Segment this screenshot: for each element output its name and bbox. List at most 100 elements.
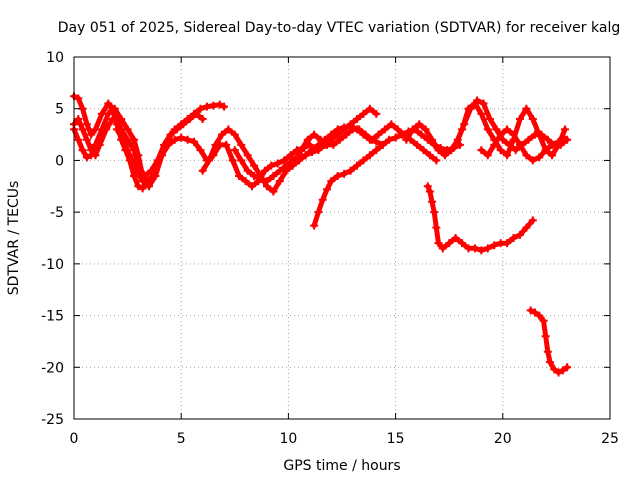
data-point-marker bbox=[470, 99, 479, 108]
data-point-marker bbox=[145, 182, 154, 191]
data-point-marker bbox=[310, 221, 319, 230]
data-point-marker bbox=[125, 151, 134, 160]
data-point-marker bbox=[138, 184, 147, 193]
data-point-marker bbox=[432, 156, 441, 165]
data-point-marker bbox=[286, 151, 295, 160]
data-point-marker bbox=[310, 130, 319, 139]
data-point-marker bbox=[346, 166, 355, 175]
data-point-marker bbox=[280, 156, 289, 165]
x-tick-label: 15 bbox=[387, 431, 405, 447]
data-point-marker bbox=[119, 135, 128, 144]
data-point-marker bbox=[451, 140, 460, 149]
data-point-marker bbox=[355, 125, 364, 134]
data-point-marker bbox=[237, 156, 246, 165]
data-point-marker bbox=[535, 311, 544, 320]
y-tick-label: -10 bbox=[41, 257, 64, 273]
y-tick-label: -15 bbox=[41, 309, 64, 325]
data-point-marker bbox=[543, 347, 552, 356]
data-point-marker bbox=[522, 223, 531, 232]
data-point-marker bbox=[548, 140, 557, 149]
data-point-marker bbox=[530, 308, 539, 317]
data-point-marker bbox=[273, 159, 282, 168]
data-point-marker bbox=[132, 166, 141, 175]
data-point-marker bbox=[434, 146, 443, 155]
data-point-marker bbox=[196, 146, 205, 155]
data-point-marker bbox=[190, 109, 199, 118]
x-tick-label: 25 bbox=[601, 431, 619, 447]
data-point-marker bbox=[112, 125, 121, 134]
data-point-marker bbox=[368, 135, 377, 144]
data-point-marker bbox=[209, 101, 218, 110]
data-point-marker bbox=[241, 177, 250, 186]
data-point-marker bbox=[428, 135, 437, 144]
data-point-marker bbox=[477, 109, 486, 118]
data-point-marker bbox=[224, 125, 233, 134]
data-point-marker bbox=[340, 169, 349, 178]
data-point-marker bbox=[408, 125, 417, 134]
data-point-marker bbox=[164, 140, 173, 149]
data-point-marker bbox=[243, 151, 252, 160]
data-point-marker bbox=[511, 146, 520, 155]
data-point-marker bbox=[365, 151, 374, 160]
data-point-marker bbox=[183, 135, 192, 144]
data-point-marker bbox=[464, 104, 473, 113]
data-point-marker bbox=[458, 239, 467, 248]
data-point-marker bbox=[492, 125, 501, 134]
data-point-marker bbox=[445, 239, 454, 248]
data-point-marker bbox=[483, 125, 492, 134]
data-point-marker bbox=[340, 125, 349, 134]
data-point-marker bbox=[378, 140, 387, 149]
data-point-marker bbox=[256, 175, 265, 184]
data-point-marker bbox=[87, 151, 96, 160]
data-point-marker bbox=[211, 140, 220, 149]
data-point-marker bbox=[483, 151, 492, 160]
data-point-marker bbox=[329, 140, 338, 149]
data-point-marker bbox=[447, 146, 456, 155]
data-point-marker bbox=[104, 109, 113, 118]
data-point-marker bbox=[342, 130, 351, 139]
data-point-marker bbox=[372, 146, 381, 155]
data-point-marker bbox=[413, 140, 422, 149]
data-point-marker bbox=[535, 130, 544, 139]
data-point-marker bbox=[361, 130, 370, 139]
data-point-marker bbox=[303, 135, 312, 144]
data-point-marker bbox=[74, 135, 83, 144]
data-point-marker bbox=[522, 151, 531, 160]
data-point-marker bbox=[243, 166, 252, 175]
data-point-marker bbox=[423, 182, 432, 191]
data-point-marker bbox=[78, 146, 87, 155]
data-point-marker bbox=[314, 208, 323, 217]
data-point-marker bbox=[528, 156, 537, 165]
data-point-marker bbox=[451, 234, 460, 242]
data-point-marker bbox=[157, 151, 166, 160]
data-point-marker bbox=[284, 161, 293, 170]
data-point-marker bbox=[262, 177, 271, 186]
data-point-marker bbox=[380, 125, 389, 134]
data-point-marker bbox=[202, 102, 211, 111]
data-point-marker bbox=[237, 140, 246, 149]
data-point-marker bbox=[417, 130, 426, 139]
data-point-marker bbox=[301, 151, 310, 160]
data-point-marker bbox=[297, 146, 306, 155]
data-point-marker bbox=[430, 208, 439, 217]
data-point-marker bbox=[220, 102, 229, 111]
data-point-marker bbox=[393, 125, 402, 134]
data-point-marker bbox=[196, 104, 205, 113]
x-tick-label: 0 bbox=[70, 431, 79, 447]
data-point-marker bbox=[82, 120, 91, 129]
data-point-marker bbox=[170, 125, 179, 134]
data-point-marker bbox=[428, 197, 437, 206]
data-point-marker bbox=[260, 166, 269, 175]
data-point-marker bbox=[560, 135, 569, 144]
grid-layer bbox=[74, 57, 610, 419]
data-point-marker bbox=[421, 125, 430, 134]
data-point-marker bbox=[250, 171, 259, 180]
data-point-marker bbox=[353, 115, 362, 124]
data-point-marker bbox=[138, 177, 147, 186]
data-point-marker bbox=[419, 146, 428, 155]
data-point-marker bbox=[415, 120, 424, 129]
data-point-marker bbox=[123, 125, 132, 134]
data-point-marker bbox=[134, 182, 143, 191]
